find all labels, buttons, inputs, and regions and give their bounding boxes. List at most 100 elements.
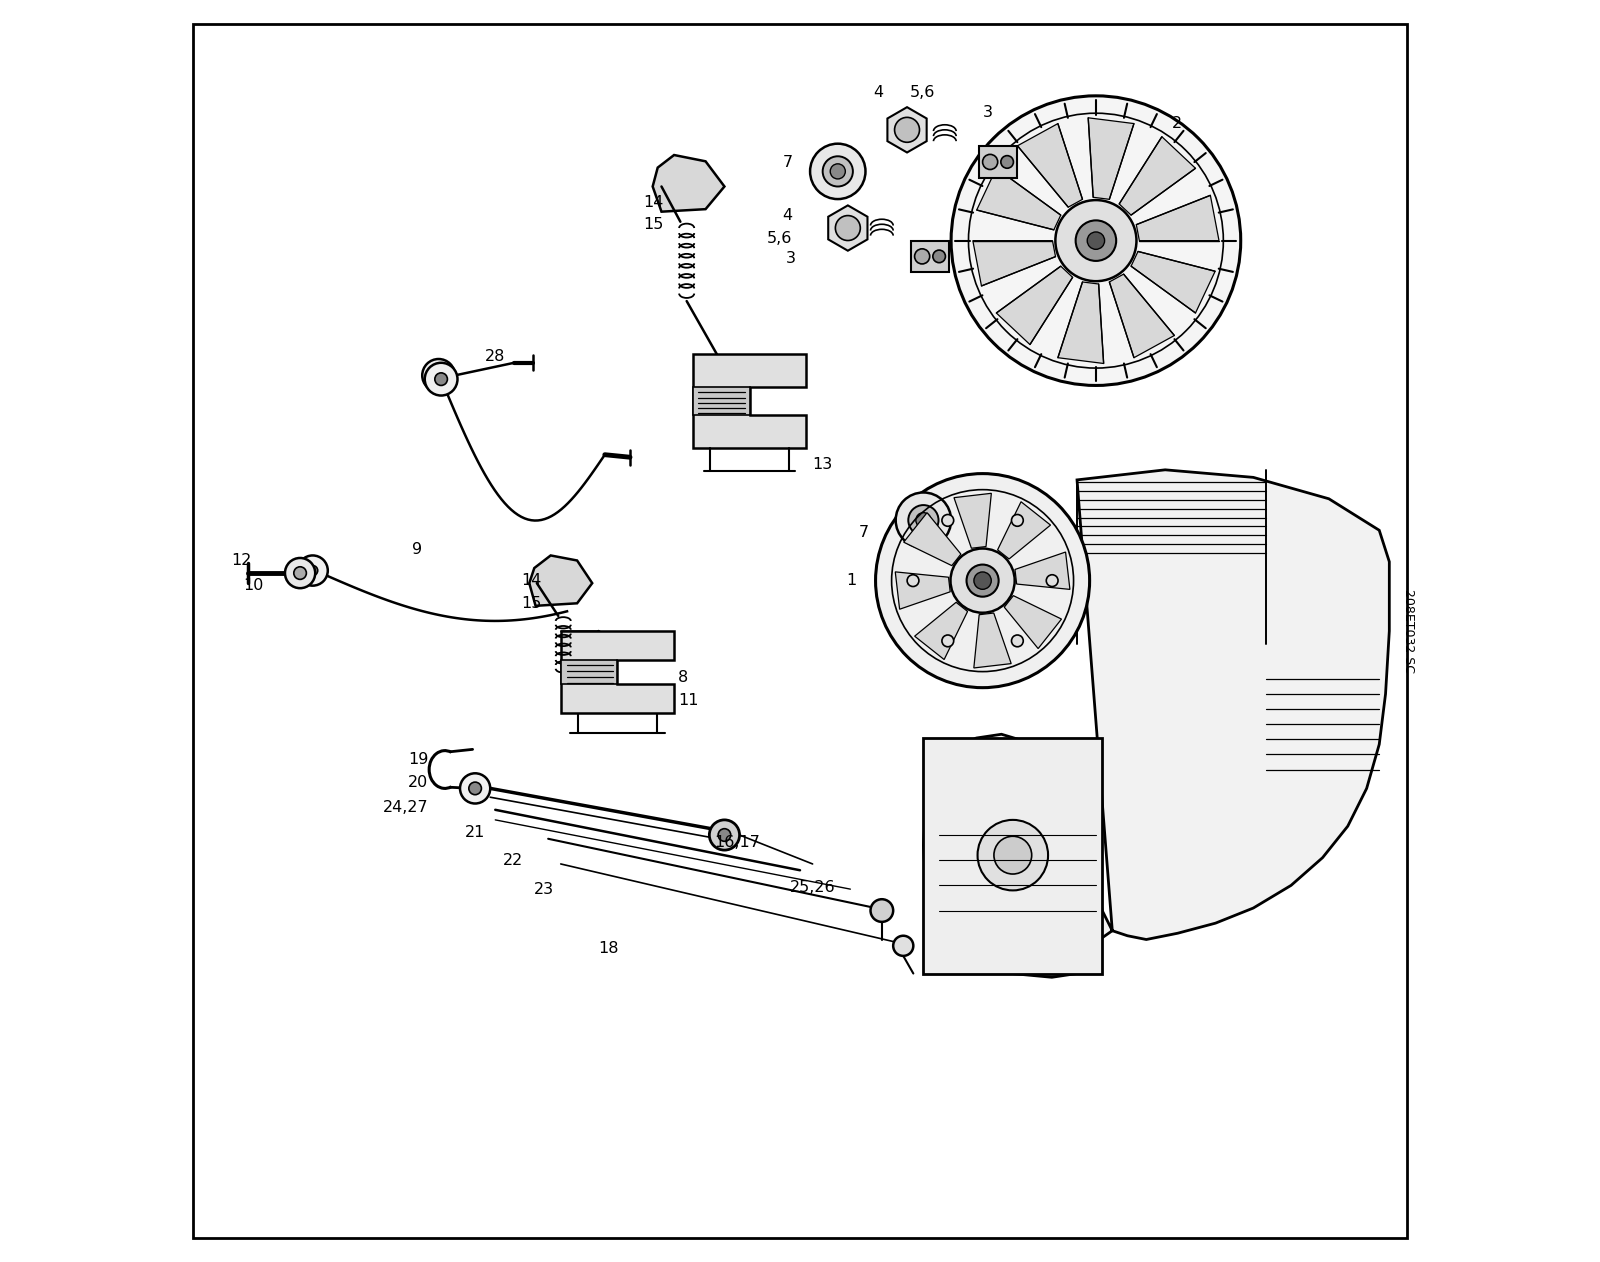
Circle shape: [966, 564, 998, 597]
Polygon shape: [1014, 551, 1070, 589]
Polygon shape: [896, 572, 950, 610]
Text: 15: 15: [522, 596, 542, 611]
Text: 2: 2: [1171, 116, 1181, 131]
Polygon shape: [653, 155, 725, 212]
Text: 28: 28: [485, 350, 506, 363]
Circle shape: [835, 216, 861, 241]
Text: 14: 14: [522, 573, 542, 588]
Polygon shape: [693, 353, 806, 448]
Polygon shape: [923, 738, 1102, 973]
Circle shape: [461, 774, 490, 804]
Circle shape: [435, 372, 448, 385]
Text: 20: 20: [408, 775, 429, 790]
Polygon shape: [954, 493, 992, 548]
Text: 4: 4: [874, 85, 883, 100]
Text: 7: 7: [859, 525, 869, 540]
Circle shape: [1088, 232, 1104, 250]
Polygon shape: [923, 469, 1389, 977]
Circle shape: [942, 515, 954, 526]
Polygon shape: [1118, 136, 1195, 215]
Text: 10: 10: [243, 578, 264, 593]
Text: 25,26: 25,26: [790, 881, 835, 895]
Text: 3: 3: [786, 251, 797, 266]
Circle shape: [1011, 515, 1024, 526]
Circle shape: [893, 935, 914, 955]
Circle shape: [909, 505, 939, 535]
Text: 15: 15: [643, 217, 664, 232]
Circle shape: [894, 117, 920, 143]
Circle shape: [709, 820, 739, 851]
Polygon shape: [560, 660, 618, 684]
Circle shape: [933, 250, 946, 262]
Text: 24,27: 24,27: [382, 800, 429, 815]
Text: 19: 19: [408, 752, 429, 767]
Text: 12: 12: [230, 553, 251, 568]
Text: 7: 7: [782, 155, 792, 170]
Text: 5,6: 5,6: [909, 85, 934, 100]
Circle shape: [982, 154, 998, 169]
Circle shape: [942, 635, 954, 646]
Text: 8: 8: [678, 670, 688, 685]
Circle shape: [950, 549, 1014, 613]
Circle shape: [432, 369, 445, 381]
Circle shape: [994, 837, 1032, 875]
Polygon shape: [1088, 117, 1134, 199]
Text: 16,17: 16,17: [714, 835, 760, 851]
Text: 23: 23: [534, 882, 555, 896]
Text: 3: 3: [982, 105, 992, 120]
Circle shape: [810, 144, 866, 199]
Polygon shape: [974, 613, 1011, 668]
Circle shape: [307, 565, 318, 575]
Circle shape: [907, 574, 918, 587]
Polygon shape: [1136, 196, 1219, 241]
Text: 21: 21: [466, 825, 485, 840]
Circle shape: [298, 555, 328, 586]
Circle shape: [422, 358, 454, 391]
Polygon shape: [973, 241, 1056, 286]
Text: 22: 22: [502, 853, 523, 868]
Circle shape: [974, 572, 992, 589]
Circle shape: [915, 512, 931, 528]
Text: 13: 13: [813, 457, 834, 472]
Text: 18: 18: [598, 941, 619, 955]
Polygon shape: [1058, 281, 1104, 363]
Polygon shape: [530, 555, 592, 606]
Circle shape: [1046, 574, 1058, 587]
Polygon shape: [693, 387, 750, 415]
Circle shape: [915, 249, 930, 264]
Circle shape: [950, 96, 1240, 385]
Text: 11: 11: [678, 693, 698, 708]
Polygon shape: [1018, 124, 1083, 207]
Circle shape: [718, 829, 731, 842]
Text: 9: 9: [413, 541, 422, 557]
Circle shape: [978, 820, 1048, 891]
Polygon shape: [915, 602, 968, 660]
Polygon shape: [1109, 274, 1174, 357]
Circle shape: [424, 362, 458, 395]
Polygon shape: [910, 241, 949, 273]
Circle shape: [1002, 155, 1013, 168]
Polygon shape: [997, 502, 1051, 559]
Polygon shape: [560, 631, 674, 713]
Polygon shape: [1005, 596, 1061, 649]
Polygon shape: [829, 206, 867, 251]
Circle shape: [1075, 221, 1117, 261]
Polygon shape: [904, 512, 962, 565]
Circle shape: [1011, 635, 1024, 646]
Circle shape: [896, 492, 950, 548]
Polygon shape: [976, 168, 1061, 230]
Text: 14: 14: [643, 196, 664, 211]
Circle shape: [822, 156, 853, 187]
Polygon shape: [997, 266, 1072, 345]
Circle shape: [469, 782, 482, 795]
Circle shape: [294, 567, 306, 579]
Circle shape: [1056, 201, 1136, 281]
Circle shape: [285, 558, 315, 588]
Polygon shape: [888, 107, 926, 153]
Circle shape: [875, 473, 1090, 688]
Text: 208ET032 SC: 208ET032 SC: [1402, 589, 1414, 673]
Text: 4: 4: [782, 208, 792, 223]
Text: 5,6: 5,6: [766, 231, 792, 246]
Circle shape: [830, 164, 845, 179]
Text: 1: 1: [846, 573, 856, 588]
